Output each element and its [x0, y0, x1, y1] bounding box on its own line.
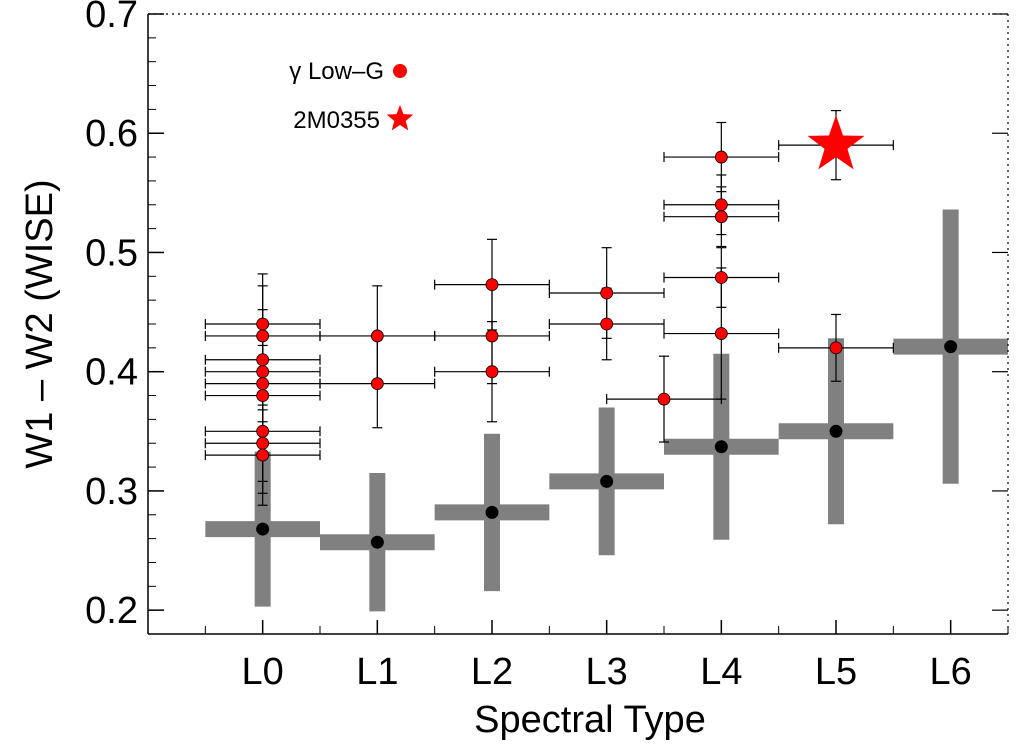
low-g-point	[714, 271, 728, 284]
low-g-point	[256, 377, 270, 391]
low-g-point	[256, 353, 270, 367]
y-tick-label: 0.7	[85, 0, 138, 36]
x-tick-label: L3	[586, 651, 628, 693]
legend: γ Low–G 2M0355	[289, 58, 414, 134]
low-g-point	[256, 317, 270, 331]
low-g-point	[600, 317, 614, 331]
x-tick-label: L2	[471, 651, 513, 693]
low-g-point	[714, 210, 728, 224]
low-g-point	[714, 327, 728, 340]
field-point	[944, 340, 958, 354]
y-tick-label: 0.3	[85, 471, 138, 513]
low-g-point	[829, 341, 843, 355]
legend-marker-low-g	[393, 64, 407, 78]
y-axis-title: W1 – W2 (WISE)	[19, 179, 61, 468]
low-g-point	[256, 365, 270, 379]
low-g-point	[256, 448, 270, 462]
field-point	[714, 440, 728, 454]
legend-label-low-g: γ Low–G	[289, 58, 384, 85]
field-point	[370, 535, 384, 549]
low-g-point	[370, 377, 384, 391]
low-g-point	[256, 389, 270, 402]
low-g-point	[600, 286, 614, 300]
x-tick-label: L0	[242, 651, 284, 693]
y-tick-label: 0.4	[85, 352, 138, 394]
field-point	[600, 474, 614, 488]
low-g-point	[485, 365, 499, 379]
low-g-point	[485, 329, 499, 343]
low-g-point	[370, 329, 384, 343]
y-tick-label: 0.2	[85, 590, 138, 632]
y-tick-label: 0.6	[85, 113, 138, 155]
field-point	[829, 424, 843, 438]
low-g-point	[714, 198, 728, 212]
x-tick-label: L6	[930, 651, 972, 693]
low-g-point	[714, 150, 728, 164]
low-g-point	[256, 436, 270, 450]
legend-label-2m0355: 2M0355	[293, 107, 380, 134]
x-tick-label: L1	[356, 651, 398, 693]
low-g-point	[256, 329, 270, 343]
legend-marker-2m0355	[386, 105, 414, 131]
low-g-point	[256, 424, 270, 438]
low-g-series-layer	[204, 109, 894, 506]
y-tick-label: 0.5	[85, 232, 138, 274]
low-g-point	[485, 278, 499, 292]
x-tick-label: L4	[700, 651, 742, 693]
low-g-point	[657, 392, 671, 406]
field-point	[256, 522, 270, 536]
x-axis-title: Spectral Type	[474, 699, 706, 741]
highlight-star-point	[807, 115, 865, 170]
x-tick-label: L5	[815, 651, 857, 693]
field-point	[485, 505, 499, 519]
axes-layer: 0.2 0.3 0.4 0.5 0.6 0.7 L0 L1 L2 L3 L4 L5 L6	[85, 0, 1009, 693]
